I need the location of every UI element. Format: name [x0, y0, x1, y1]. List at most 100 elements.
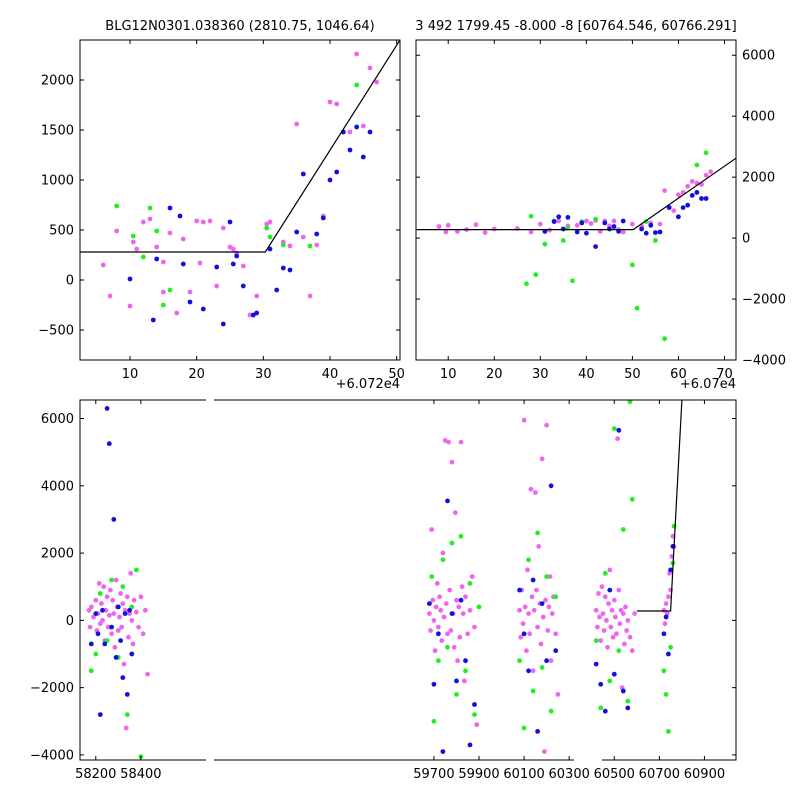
data-point — [445, 498, 450, 504]
panel-top-right-title: 3 492 1799.45 -8.000 -8 [60764.546, 6076… — [415, 19, 736, 34]
data-point — [551, 219, 557, 225]
data-point — [327, 99, 333, 105]
data-point — [124, 692, 130, 697]
data-point — [661, 668, 667, 674]
data-point — [436, 624, 441, 630]
data-point — [147, 205, 153, 211]
data-point — [240, 283, 246, 289]
y-tick-label: 500 — [49, 224, 74, 239]
data-point — [436, 631, 441, 637]
data-point — [467, 607, 473, 613]
data-point — [109, 624, 114, 630]
data-point — [666, 205, 672, 211]
panel-bottom-plot-area — [86, 400, 683, 759]
data-point — [177, 213, 183, 219]
data-point — [443, 601, 449, 606]
data-point — [449, 611, 455, 616]
data-point — [130, 239, 136, 245]
y-tick-label: 1000 — [41, 174, 74, 189]
data-point — [653, 238, 658, 243]
data-point — [456, 604, 462, 610]
data-point — [521, 417, 527, 423]
data-point — [438, 607, 444, 613]
data-point — [347, 129, 353, 135]
data-point — [127, 303, 133, 309]
data-point — [428, 628, 433, 633]
data-point — [440, 557, 446, 563]
data-point — [455, 658, 460, 664]
data-point — [653, 230, 658, 236]
data-point — [472, 624, 477, 630]
data-point — [549, 611, 555, 616]
data-point — [121, 661, 127, 667]
panel-top-right-plot-area — [416, 150, 736, 342]
data-point — [200, 219, 206, 225]
data-point — [534, 587, 539, 593]
data-point — [122, 607, 128, 613]
data-point — [454, 597, 459, 603]
panel-bottom-frame — [79, 399, 737, 761]
data-point — [517, 658, 522, 664]
data-point — [122, 611, 128, 616]
data-point — [320, 215, 326, 221]
data-point — [522, 604, 528, 610]
x-tick-label: 10 — [122, 367, 139, 382]
data-point — [294, 229, 300, 235]
data-point — [611, 671, 617, 677]
data-point — [463, 658, 468, 664]
data-point — [120, 601, 126, 606]
data-point — [96, 581, 102, 586]
data-point — [449, 459, 455, 465]
data-point — [180, 236, 186, 242]
data-point — [630, 221, 635, 227]
data-point — [602, 708, 608, 714]
panel-top-right: 3 492 1799.45 -8.000 -8 [60764.546, 6076… — [415, 19, 786, 392]
data-point — [128, 570, 134, 576]
x-tick-label: 30 — [532, 367, 549, 382]
data-point — [147, 216, 153, 222]
data-point — [129, 651, 135, 657]
data-point — [538, 641, 544, 647]
data-point — [624, 628, 630, 633]
data-point — [240, 263, 246, 269]
data-point — [617, 621, 623, 627]
model-line — [636, 400, 683, 612]
y-tick-label: −2000 — [30, 681, 74, 696]
data-point — [104, 594, 110, 600]
series-magenta — [100, 51, 380, 318]
data-point — [615, 436, 620, 442]
data-point — [595, 624, 600, 630]
data-point — [160, 289, 166, 295]
data-point — [593, 607, 599, 613]
y-tick-label: 0 — [66, 614, 74, 629]
data-point — [574, 229, 580, 235]
data-point — [230, 246, 236, 252]
data-point — [112, 644, 118, 650]
data-point — [454, 678, 459, 684]
data-point — [140, 254, 146, 260]
data-point — [694, 190, 700, 195]
data-point — [113, 655, 119, 660]
data-point — [130, 233, 136, 239]
data-point — [530, 668, 536, 674]
data-point — [666, 594, 671, 600]
data-point — [447, 587, 453, 593]
data-point — [529, 594, 535, 600]
data-point — [123, 725, 129, 731]
data-point — [109, 577, 114, 583]
data-point — [267, 219, 273, 225]
data-point — [685, 202, 691, 208]
data-point — [547, 574, 553, 579]
data-point — [110, 597, 116, 603]
data-point — [463, 668, 468, 674]
data-point — [588, 221, 594, 226]
data-point — [605, 644, 610, 650]
data-point — [220, 321, 226, 327]
data-point — [440, 550, 446, 556]
data-point — [611, 597, 617, 603]
data-point — [608, 624, 614, 630]
data-point — [102, 641, 108, 647]
data-point — [662, 336, 667, 342]
data-point — [126, 634, 131, 640]
data-point — [663, 601, 669, 606]
